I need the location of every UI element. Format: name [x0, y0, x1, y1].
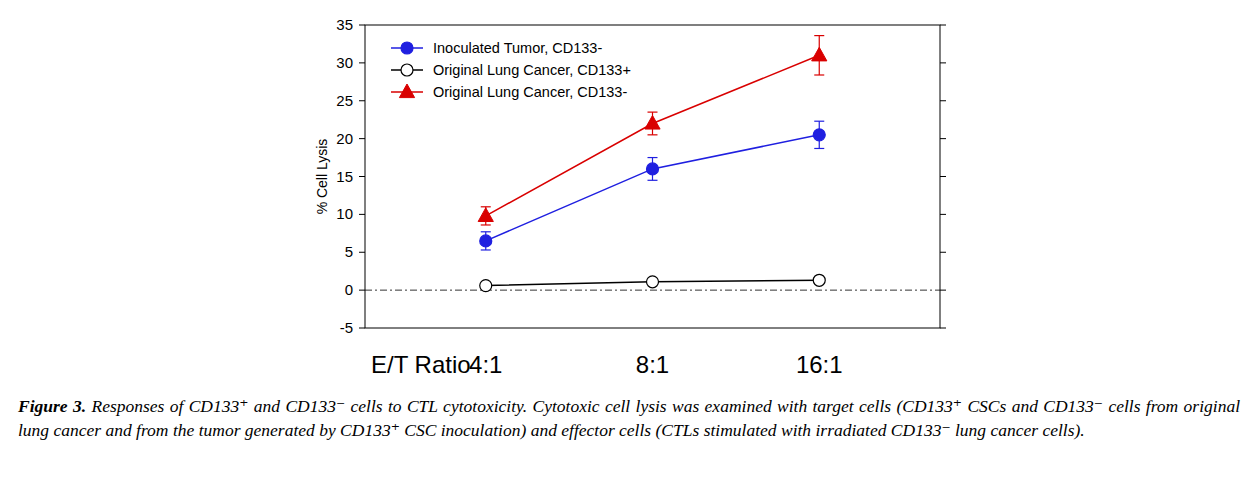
legend-label: Inoculated Tumor, CD133- — [433, 40, 602, 56]
x-tick-label: 8:1 — [636, 351, 669, 378]
y-tick-right — [940, 328, 946, 329]
y-tick — [359, 176, 365, 177]
data-point — [813, 129, 825, 141]
y-tick-right — [940, 25, 946, 26]
y-tick — [359, 138, 365, 139]
legend-marker — [401, 42, 413, 54]
data-point — [812, 47, 827, 61]
legend-marker — [401, 64, 413, 76]
y-tick-label: 5 — [345, 243, 353, 260]
y-tick — [359, 214, 365, 215]
y-tick-label: 35 — [336, 16, 353, 33]
x-tick-label: 16:1 — [796, 351, 843, 378]
y-tick-right — [940, 252, 946, 253]
y-tick-right — [940, 100, 946, 101]
error-bar — [814, 121, 824, 148]
y-tick-right — [940, 176, 946, 177]
y-tick-right — [940, 138, 946, 139]
error-bar — [648, 158, 658, 181]
data-point — [647, 276, 659, 288]
data-point — [647, 163, 659, 175]
legend-label: Original Lung Cancer, CD133+ — [433, 62, 631, 78]
x-axis-label: E/T Ratio — [371, 351, 471, 378]
y-tick-label: 10 — [336, 205, 353, 222]
caption-text: Responses of CD133⁺ and CD133⁻ cells to … — [18, 396, 1240, 440]
legend-marker — [399, 84, 414, 98]
error-bar — [481, 232, 491, 250]
y-tick-label: 0 — [345, 281, 353, 298]
y-tick-label: 15 — [336, 168, 353, 185]
data-point — [480, 235, 492, 247]
series-line — [486, 55, 820, 216]
y-tick-right — [940, 62, 946, 63]
caption-label: Figure 3. — [18, 396, 86, 416]
y-tick — [359, 328, 365, 329]
legend-label: Original Lung Cancer, CD133- — [433, 84, 627, 100]
y-tick — [359, 290, 365, 291]
data-point — [645, 115, 660, 129]
y-tick — [359, 25, 365, 26]
data-point — [480, 280, 492, 292]
y-tick-label: 30 — [336, 54, 353, 71]
reference-line — [365, 290, 940, 291]
stage: -5 0 5 10 15 20 25 30 35 % Cell Lysis E/T Ratio4:1… — [0, 0, 1259, 485]
y-axis-label: % Cell Lysis — [314, 139, 330, 215]
data-point — [478, 208, 493, 222]
caption: Figure 3. Responses of CD133⁺ and CD133⁻… — [18, 394, 1240, 442]
y-tick-label: 25 — [336, 92, 353, 109]
y-tick-label: -5 — [340, 319, 353, 336]
y-tick-label: 20 — [336, 130, 353, 147]
y-tick-right — [940, 290, 946, 291]
y-tick-right — [940, 214, 946, 215]
x-tick-label: 4:1 — [469, 351, 502, 378]
data-point — [813, 274, 825, 286]
y-tick — [359, 100, 365, 101]
plot-frame — [365, 25, 940, 328]
y-tick — [359, 62, 365, 63]
legend: Inoculated Tumor, CD133- Original Lung Ca… — [391, 40, 631, 100]
y-tick — [359, 252, 365, 253]
chart: -5 0 5 10 15 20 25 30 35 % Cell Lysis E/T Ratio4:1… — [0, 0, 1259, 390]
